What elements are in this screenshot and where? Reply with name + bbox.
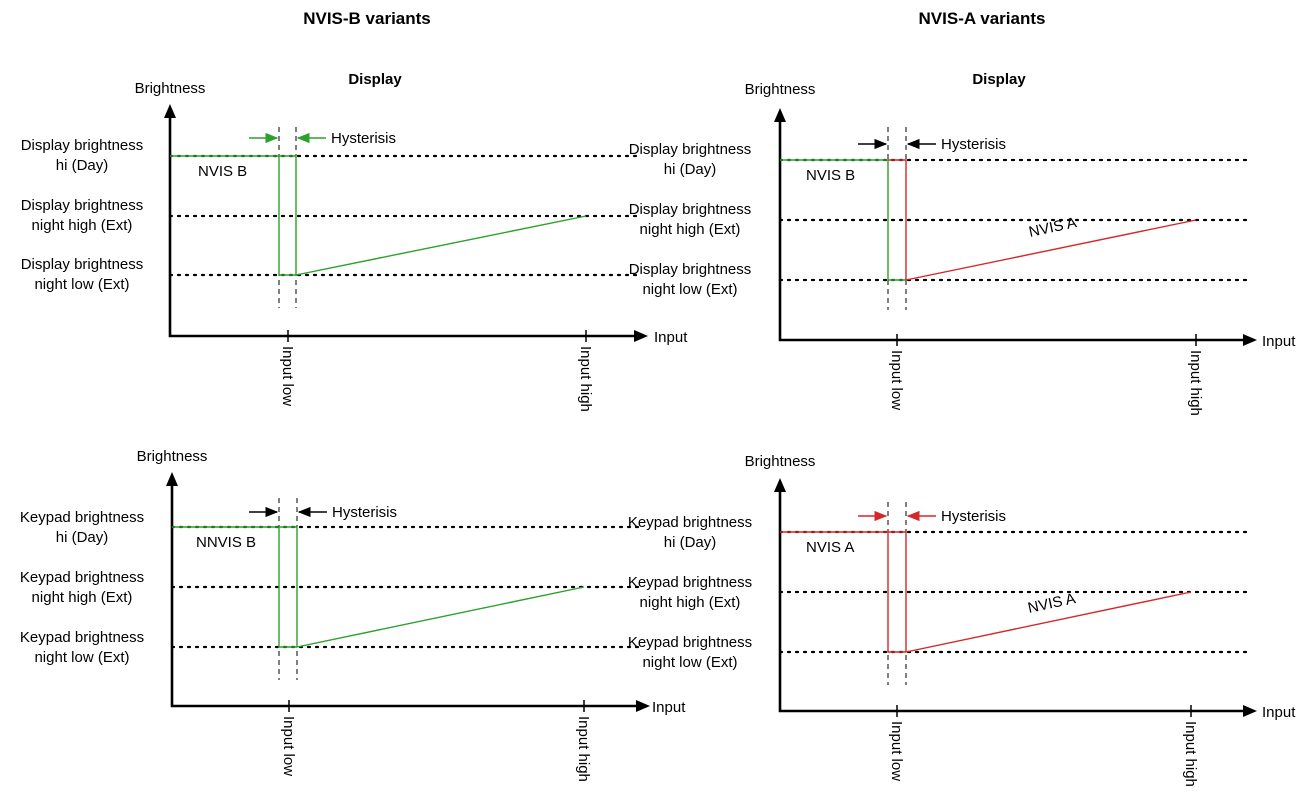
hysteresis-label: Hysterisis <box>941 508 1006 525</box>
x-tick-label: Input low <box>888 350 905 410</box>
left-curve-label: NVIS A <box>806 539 854 556</box>
x-axis-arrow <box>636 700 650 712</box>
right-curve <box>279 155 297 275</box>
x-axis-arrow <box>634 330 648 342</box>
right-curve <box>888 531 907 652</box>
x-axis-label: Input <box>654 329 688 346</box>
left-curve <box>780 159 906 281</box>
left-curve-label: NVIS B <box>806 167 855 184</box>
left-curve <box>780 531 906 653</box>
hysteresis-label: Hysterisis <box>331 130 396 147</box>
left-curve <box>170 155 296 276</box>
panel-b-display: Display Brightness Input Display brightness… <box>21 71 688 412</box>
y-axis-arrow <box>166 472 178 486</box>
axes <box>168 112 642 338</box>
left-curve <box>172 526 297 648</box>
hysteresis-label: Hysterisis <box>941 136 1006 153</box>
y-axis-arrow <box>774 108 786 122</box>
ramp-line <box>905 219 1197 281</box>
x-tick-label: Input low <box>280 716 297 776</box>
ramp-line <box>296 586 585 648</box>
ramp-label: NVIS A <box>1026 590 1077 617</box>
x-axis-arrow <box>1243 334 1257 346</box>
left-column-title: NVIS-B variants <box>303 9 431 28</box>
axes <box>170 480 644 708</box>
panel-a-display: Display Brightness Input Display brightness… <box>629 71 1296 416</box>
level-label: Keypad brightness night low (Ext) <box>628 634 752 671</box>
level-label: Keypad brightness night low (Ext) <box>20 629 144 666</box>
y-axis-label: Brightness <box>135 80 206 97</box>
level-label: Display brightness night low (Ext) <box>629 261 752 298</box>
panel-subtitle: Display <box>972 71 1026 88</box>
hysteresis-label: Hysterisis <box>332 504 397 521</box>
level-label: Keypad brightness night high (Ext) <box>20 569 144 606</box>
ramp-line <box>295 215 587 276</box>
ramp-line <box>905 591 1192 653</box>
x-tick-label: Input low <box>888 721 905 781</box>
y-axis-label: Brightness <box>745 453 816 470</box>
level-label: Display brightness night high (Ext) <box>629 201 752 238</box>
x-tick-label: Input high <box>577 346 594 412</box>
panel-a-keypad: Brightness Input Keypad brightness hi (Day)… <box>628 453 1296 787</box>
x-axis-label: Input <box>1262 333 1296 350</box>
right-curve <box>888 159 907 280</box>
right-column-title: NVIS-A variants <box>919 9 1046 28</box>
level-label: Keypad brightness night high (Ext) <box>628 574 752 611</box>
y-axis-label: Brightness <box>745 81 816 98</box>
x-axis-label: Input <box>1262 704 1296 721</box>
level-label: Display brightness hi (Day) <box>629 141 752 178</box>
x-tick-label: Input high <box>1182 721 1199 787</box>
panel-subtitle: Display <box>348 71 402 88</box>
y-axis-arrow <box>774 478 786 492</box>
x-axis-arrow <box>1243 705 1257 717</box>
x-axis-label: Input <box>652 699 686 716</box>
right-curve <box>279 526 298 647</box>
panel-b-keypad: Brightness Input Keypad brightness hi (Day)… <box>20 448 686 782</box>
left-curve-label: NNVIS B <box>196 534 256 551</box>
level-label: Keypad brightness hi (Day) <box>628 514 752 551</box>
left-curve-label: NVIS B <box>198 163 247 180</box>
level-label: Keypad brightness hi (Day) <box>20 509 144 546</box>
x-tick-label: Input high <box>575 716 592 782</box>
axes <box>778 116 1251 342</box>
level-label: Display brightness night high (Ext) <box>21 197 144 234</box>
x-tick-label: Input high <box>1187 350 1204 416</box>
y-axis-label: Brightness <box>137 448 208 465</box>
level-label: Display brightness hi (Day) <box>21 137 144 174</box>
ramp-label: NVIS A <box>1027 214 1078 241</box>
axes <box>778 486 1251 713</box>
y-axis-arrow <box>164 104 176 118</box>
level-label: Display brightness night low (Ext) <box>21 256 144 293</box>
x-tick-label: Input low <box>279 346 296 406</box>
